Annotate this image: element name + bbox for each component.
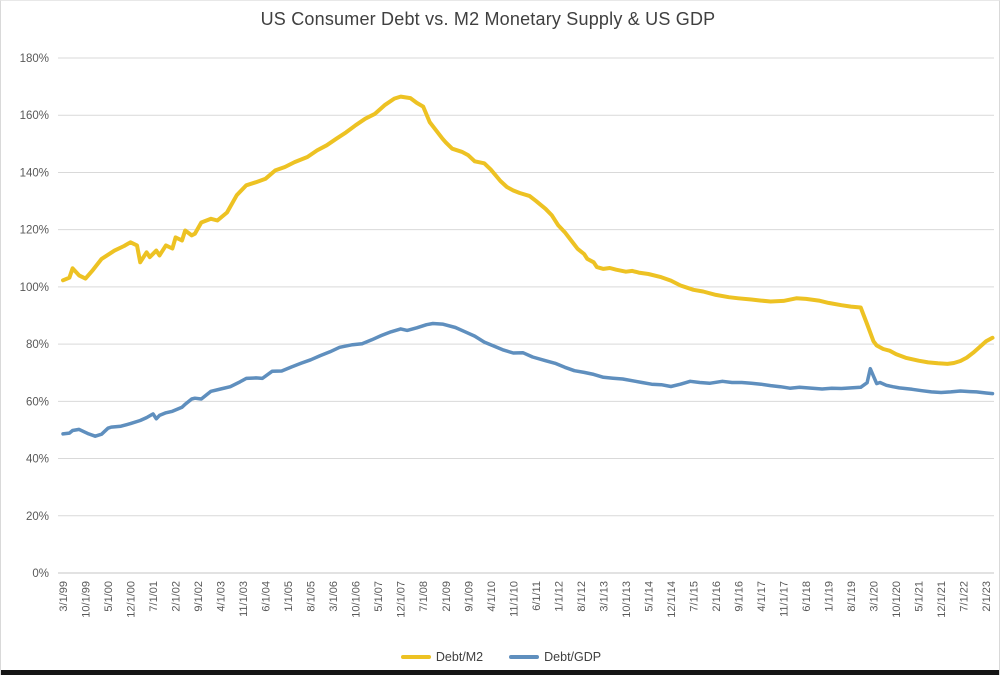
- x-axis-tick-label: 12/1/14: [666, 581, 678, 618]
- x-axis-tick-label: 7/1/15: [688, 581, 700, 612]
- legend-label-debt-gdp: Debt/GDP: [544, 650, 602, 664]
- y-axis-tick-label: 60%: [26, 396, 49, 408]
- x-axis-tick-label: 8/1/05: [306, 581, 318, 612]
- x-axis-tick-label: 8/1/19: [846, 581, 858, 612]
- x-axis-tick-label: 10/1/99: [81, 581, 93, 618]
- y-axis-tick-label: 180%: [20, 53, 49, 65]
- x-axis-tick-label: 9/1/02: [193, 581, 205, 612]
- x-axis-tick-label: 7/1/08: [418, 581, 430, 612]
- x-axis-tick-label: 4/1/03: [216, 581, 228, 612]
- x-axis-tick-label: 11/1/17: [778, 581, 790, 617]
- x-axis-tick-label: 9/1/16: [733, 581, 745, 612]
- window-bottom-edge: [1, 670, 999, 675]
- y-axis-tick-label: 40%: [26, 454, 49, 466]
- x-axis-tick-label: 4/1/17: [756, 581, 768, 612]
- y-axis-tick-label: 100%: [20, 282, 49, 294]
- x-axis-tick-label: 6/1/18: [801, 581, 813, 612]
- x-axis-tick-label: 3/1/99: [58, 581, 70, 612]
- x-axis-tick-label: 12/1/00: [126, 581, 138, 618]
- x-axis-tick-label: 3/1/06: [328, 581, 340, 612]
- y-axis-tick-label: 0%: [32, 568, 49, 580]
- y-axis-tick-label: 160%: [20, 110, 49, 122]
- x-axis-tick-label: 2/1/23: [981, 581, 993, 612]
- x-axis-tick-label: 9/1/09: [463, 581, 475, 612]
- x-axis-tick-label: 1/1/05: [283, 581, 295, 612]
- x-axis-tick-label: 3/1/13: [598, 581, 610, 612]
- x-axis-tick-label: 10/1/06: [351, 581, 363, 618]
- y-axis-tick-label: 80%: [26, 339, 49, 351]
- y-axis-tick-label: 140%: [20, 167, 49, 179]
- legend-label-debt-m2: Debt/M2: [435, 650, 484, 664]
- x-axis-tick-label: 2/1/02: [171, 581, 183, 612]
- x-axis-tick-label: 11/1/03: [238, 581, 250, 617]
- x-axis-tick-label: 12/1/07: [396, 581, 408, 618]
- x-axis-tick-label: 5/1/14: [643, 581, 655, 612]
- debt-m2-line: [61, 94, 995, 366]
- x-axis-tick-label: 12/1/21: [936, 581, 948, 618]
- legend-item-debt-m2: Debt/M2: [400, 650, 484, 664]
- x-axis-tick-label: 3/1/20: [869, 581, 881, 612]
- y-axis-tick-label: 120%: [20, 225, 49, 237]
- x-axis-tick-label: 7/1/01: [148, 581, 160, 612]
- debt-gdp-line: [61, 321, 995, 438]
- x-axis-tick-label: 10/1/20: [891, 581, 903, 618]
- x-axis-tick-label: 11/1/10: [508, 581, 520, 617]
- x-axis-tick-label: 2/1/09: [441, 581, 453, 612]
- x-axis-tick-label: 10/1/13: [621, 581, 633, 618]
- x-axis-tick-label: 5/1/21: [914, 581, 926, 612]
- chart-title: US Consumer Debt vs. M2 Monetary Supply …: [260, 9, 716, 29]
- x-axis-tick-label: 1/1/12: [553, 581, 565, 612]
- x-axis-tick-label: 8/1/12: [576, 581, 588, 612]
- x-axis-tick-label: 2/1/16: [711, 581, 723, 612]
- x-axis-tick-label: 5/1/07: [373, 581, 385, 612]
- x-axis-tick-label: 5/1/00: [103, 581, 115, 612]
- x-axis-tick-label: 7/1/22: [959, 581, 971, 612]
- x-axis-tick-label: 4/1/10: [486, 581, 498, 612]
- chart-legend: Debt/M2 Debt/GDP: [1, 646, 999, 668]
- x-axis-tick-label: 6/1/04: [261, 581, 273, 612]
- debt-gdp-line-swatch: [509, 655, 540, 659]
- x-axis-tick-label: 6/1/11: [531, 581, 543, 611]
- y-axis-tick-label: 20%: [26, 511, 49, 523]
- debt-m2-line-swatch: [400, 655, 431, 659]
- legend-item-debt-gdp: Debt/GDP: [509, 650, 601, 664]
- x-axis-tick-label: 1/1/19: [824, 581, 836, 612]
